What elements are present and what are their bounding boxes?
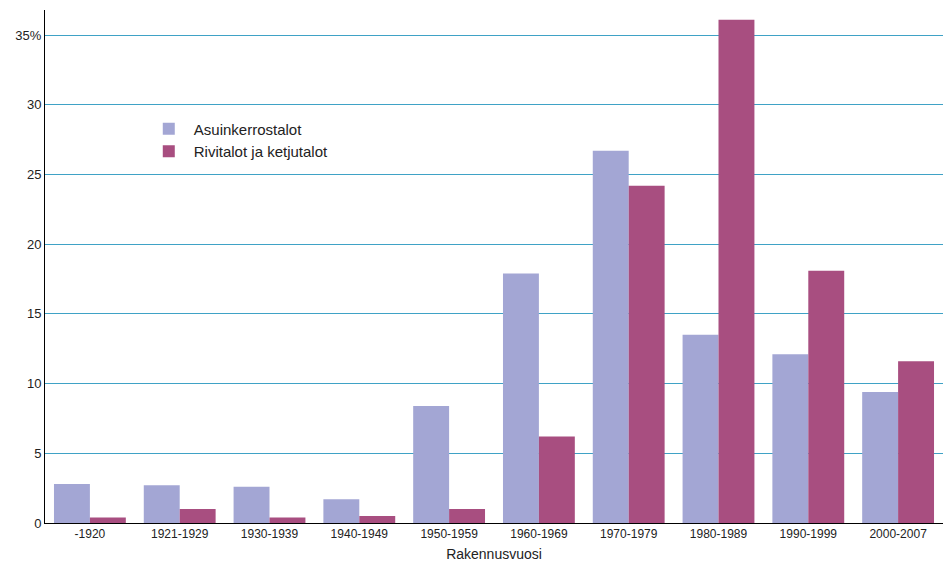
svg-text:1950-1959: 1950-1959 xyxy=(420,527,478,541)
svg-text:Rakennusvuosi: Rakennusvuosi xyxy=(446,546,542,562)
svg-text:30: 30 xyxy=(27,97,41,112)
svg-text:25: 25 xyxy=(27,167,41,182)
svg-text:1921-1929: 1921-1929 xyxy=(151,527,209,541)
svg-text:35%: 35% xyxy=(15,28,41,43)
svg-text:-1920: -1920 xyxy=(75,527,106,541)
svg-text:1980-1989: 1980-1989 xyxy=(690,527,748,541)
svg-text:0: 0 xyxy=(34,516,41,531)
svg-text:1960-1969: 1960-1969 xyxy=(510,527,568,541)
svg-text:5: 5 xyxy=(34,446,41,461)
svg-text:1940-1949: 1940-1949 xyxy=(331,527,389,541)
svg-text:15: 15 xyxy=(27,306,41,321)
svg-text:1970-1979: 1970-1979 xyxy=(600,527,658,541)
svg-text:20: 20 xyxy=(27,237,41,252)
svg-text:2000-2007: 2000-2007 xyxy=(869,527,927,541)
svg-text:10: 10 xyxy=(27,376,41,391)
svg-text:1930-1939: 1930-1939 xyxy=(241,527,299,541)
svg-text:1990-1999: 1990-1999 xyxy=(780,527,838,541)
svg-text:Rivitalot ja ketjutalot: Rivitalot ja ketjutalot xyxy=(194,143,328,160)
svg-text:Asuinkerrostalot: Asuinkerrostalot xyxy=(194,121,302,138)
